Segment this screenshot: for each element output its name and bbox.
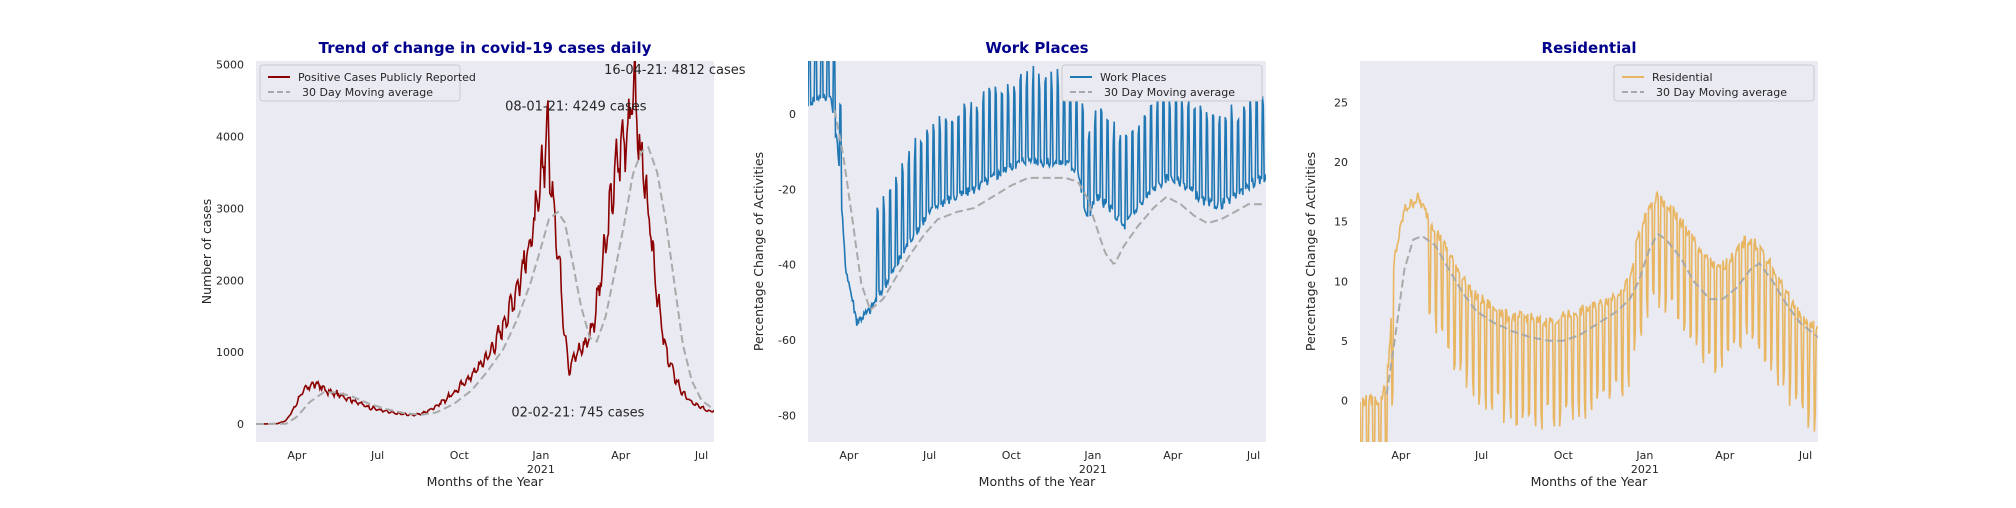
annotation-label: 02-02-21: 745 cases [511, 405, 644, 420]
x-axis-label: Months of the Year [979, 474, 1096, 489]
x-axis-label: Months of the Year [427, 474, 544, 489]
y-axis-label: Number of cases [199, 199, 214, 304]
y-tick-label: 25 [1334, 97, 1348, 110]
chart-title: Residential [1542, 39, 1637, 57]
legend-box [259, 64, 461, 102]
legend-box [1061, 64, 1263, 102]
legend-entry: 30 Day Moving average [302, 86, 433, 99]
plot-lines [256, 61, 714, 425]
y-tick-label: -20 [778, 183, 796, 196]
y-tick-label: 0 [1341, 394, 1348, 407]
legend-entry: 30 Day Moving average [1104, 86, 1235, 99]
x-tick-sublabel: 2021 [1079, 463, 1107, 476]
y-tick-label: -60 [778, 334, 796, 347]
x-tick-label: Apr [611, 449, 631, 462]
y-tick-label: 5 [1341, 335, 1348, 348]
x-tick-label: Oct [1002, 449, 1022, 462]
x-axis-label: Months of the Year [1531, 474, 1648, 489]
legend: Residential 30 Day Moving average [1613, 64, 1815, 102]
annotation-label: 08-01-21: 4249 cases [505, 100, 647, 115]
y-tick-label: 0 [789, 108, 796, 121]
y-axis-label: Percentage Change of Activities [1303, 152, 1318, 351]
plot-lines [1360, 190, 1818, 442]
y-tick-label: 2000 [216, 274, 244, 287]
chart-title: Work Places [985, 39, 1088, 57]
x-tick-label: Jan [1635, 449, 1653, 462]
y-tick-label: 3000 [216, 202, 244, 215]
series-moving-average [256, 145, 714, 425]
legend-box [1613, 64, 1815, 102]
legend-entry: 30 Day Moving average [1656, 86, 1787, 99]
chart-panel-2: Work Places -80 -60 -40 -20 0 Apr Jul Oct Jan2021… [751, 39, 1266, 489]
legend: Work Places 30 Day Moving average [1061, 64, 1263, 102]
legend: Positive Cases Publicly Reported 30 Day M… [259, 64, 476, 102]
x-tick-label: Jan [1083, 449, 1101, 462]
y-tick-label: 0 [237, 418, 244, 431]
y-tick-label: 4000 [216, 130, 244, 143]
x-tick-sublabel: 2021 [1631, 463, 1659, 476]
x-tick-label: Jul [1474, 449, 1488, 462]
y-tick-label: -40 [778, 259, 796, 272]
legend-entry: Positive Cases Publicly Reported [298, 71, 476, 84]
series-moving-average [833, 109, 1266, 312]
x-tick-label: Jul [370, 449, 384, 462]
y-tick-label: 20 [1334, 156, 1348, 169]
legend-entry: Work Places [1100, 71, 1167, 84]
x-tick-label: Apr [1715, 449, 1735, 462]
series-moving-average [1385, 232, 1818, 395]
series-line [256, 61, 714, 425]
x-tick-label: Oct [450, 449, 470, 462]
chart-panel-1: Trend of change in covid-19 cases daily 0… [199, 39, 746, 489]
x-tick-label: Oct [1554, 449, 1574, 462]
y-tick-label: 15 [1334, 216, 1348, 229]
y-tick-label: 1000 [216, 346, 244, 359]
x-tick-sublabel: 2021 [527, 463, 555, 476]
y-tick-label: 10 [1334, 275, 1348, 288]
y-axis-label: Percentage Change of Activities [751, 152, 766, 351]
x-tick-label: Jul [922, 449, 936, 462]
x-tick-label: Jul [1798, 449, 1812, 462]
x-tick-label: Jul [694, 449, 708, 462]
annotation-label: 16-04-21: 4812 cases [604, 63, 746, 78]
x-tick-label: Apr [287, 449, 307, 462]
x-tick-label: Apr [839, 449, 859, 462]
plot-lines [808, 61, 1266, 326]
x-tick-label: Apr [1163, 449, 1183, 462]
legend-entry: Residential [1652, 71, 1713, 84]
y-tick-label: -80 [778, 410, 796, 423]
x-tick-label: Apr [1391, 449, 1411, 462]
plot-area [256, 61, 714, 442]
x-tick-label: Jan [531, 449, 549, 462]
series-line [808, 61, 1266, 326]
chart-title: Trend of change in covid-19 cases daily [319, 39, 652, 57]
y-tick-label: 5000 [216, 59, 244, 72]
x-tick-label: Jul [1246, 449, 1260, 462]
series-line [1360, 190, 1818, 442]
